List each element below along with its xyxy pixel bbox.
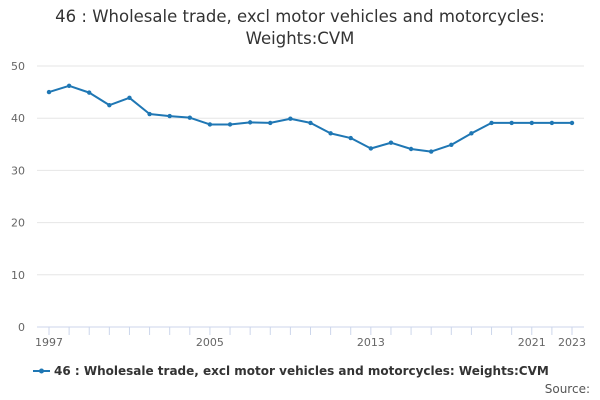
series-layer	[46, 83, 575, 154]
y-tick-label: 20	[11, 217, 25, 230]
data-point[interactable]	[469, 131, 474, 136]
source-label: Source:	[544, 382, 590, 396]
data-point[interactable]	[288, 116, 293, 121]
y-tick-label: 40	[11, 112, 25, 125]
y-axis: 0 10 20 30 40 50	[11, 60, 25, 334]
x-tick-label: 2013	[357, 336, 385, 349]
data-point[interactable]	[46, 89, 52, 95]
data-point[interactable]	[569, 120, 575, 126]
x-tick-label: 2021	[518, 336, 546, 349]
y-tick-label: 10	[11, 269, 25, 282]
x-tick-label: 2005	[196, 336, 224, 349]
data-point[interactable]	[107, 102, 112, 108]
y-tick-label: 50	[11, 60, 25, 73]
data-point[interactable]	[247, 120, 253, 125]
x-tick-label: 2023	[558, 336, 586, 349]
data-point[interactable]	[449, 142, 454, 148]
data-point[interactable]	[87, 90, 92, 95]
data-point[interactable]	[127, 95, 132, 101]
data-point[interactable]	[348, 135, 353, 141]
data-point[interactable]	[408, 146, 414, 152]
data-point[interactable]	[549, 120, 555, 126]
data-point[interactable]	[66, 83, 72, 89]
y-tick-label: 0	[18, 321, 25, 334]
chart-title-line-1: 46 : Wholesale trade, excl motor vehicle…	[55, 7, 545, 26]
data-point[interactable]	[187, 115, 193, 120]
series-line	[48, 84, 573, 153]
data-point[interactable]	[147, 111, 152, 117]
data-point[interactable]	[308, 120, 313, 126]
chart-title-line-2: Weights:CVM	[245, 29, 355, 48]
data-point[interactable]	[227, 122, 233, 127]
data-point[interactable]	[167, 113, 172, 119]
data-point[interactable]	[529, 120, 534, 126]
data-point[interactable]	[489, 120, 494, 126]
data-point[interactable]	[388, 140, 394, 145]
grid-lines	[37, 65, 584, 276]
data-point[interactable]	[207, 122, 213, 127]
data-point[interactable]	[509, 120, 514, 126]
legend-swatch	[33, 368, 50, 374]
x-tick-label: 1997	[35, 336, 63, 349]
y-tick-label: 30	[11, 164, 25, 177]
data-point[interactable]	[268, 120, 273, 126]
data-point[interactable]	[328, 131, 333, 136]
data-point[interactable]	[368, 146, 374, 151]
legend-label: 46 : Wholesale trade, excl motor vehicle…	[54, 364, 549, 378]
chart-title: 46 : Wholesale trade, excl motor vehicle…	[0, 6, 600, 50]
x-axis: 1997 2005 2013 2021 2023	[35, 326, 586, 349]
legend[interactable]: 46 : Wholesale trade, excl motor vehicle…	[33, 364, 549, 378]
data-point[interactable]	[428, 149, 434, 154]
